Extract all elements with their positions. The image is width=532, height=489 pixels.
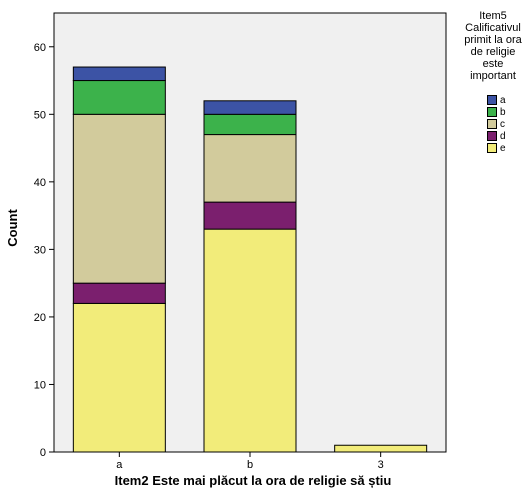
legend-swatch (487, 143, 497, 153)
legend-item-e: e (487, 142, 532, 154)
legend-label: c (500, 118, 505, 130)
legend-title-line: Calificativul (465, 22, 521, 34)
legend-swatch (487, 107, 497, 117)
legend-item-a: a (487, 94, 532, 106)
bar-segment-c (203, 134, 297, 203)
y-tick-label: 60 (34, 42, 46, 54)
legend-label: b (500, 106, 506, 118)
bar-segment-d (72, 282, 166, 304)
bar-segment-e (72, 302, 166, 453)
legend-title-line: Item5 (479, 10, 507, 22)
bar-segment-b (72, 80, 166, 115)
bar-segment-b (203, 113, 297, 136)
legend-item-b: b (487, 106, 532, 118)
legend-item-d: d (487, 130, 532, 142)
y-tick-label: 30 (34, 244, 46, 256)
bar-segment-c (72, 113, 166, 284)
bar-segment-a (72, 66, 166, 82)
y-tick-label: 50 (34, 109, 46, 121)
legend-title-line: important (470, 70, 516, 82)
legend: Item5 Calificativul primit la ora de rel… (454, 10, 532, 154)
y-tick-label: 40 (34, 177, 46, 189)
legend-title-line: de religie (470, 46, 516, 58)
y-tick-label: 0 (40, 447, 46, 459)
x-tick-label: 3 (378, 459, 384, 471)
legend-swatch (487, 131, 497, 141)
legend-title-line: primit la ora (464, 34, 522, 46)
legend-item-c: c (487, 118, 532, 130)
legend-title: Item5 Calificativul primit la ora de rel… (454, 10, 532, 82)
y-tick-label: 10 (34, 379, 46, 391)
x-tick-label: a (116, 459, 123, 471)
legend-swatch (487, 119, 497, 129)
legend-label: d (500, 130, 506, 142)
bar-segment-e (203, 228, 297, 453)
x-tick-label: b (247, 459, 253, 471)
legend-label: e (500, 142, 506, 154)
y-axis-label: Count (5, 209, 20, 247)
legend-swatch (487, 95, 497, 105)
legend-label: a (500, 94, 506, 106)
bar-segment-d (203, 201, 297, 230)
x-axis-label: Item2 Este mai plăcut la ora de religie … (115, 473, 392, 488)
bar-segment-e (334, 444, 428, 453)
bar-segment-a (203, 100, 297, 115)
legend-title-line: este (482, 58, 504, 70)
y-tick-label: 20 (34, 312, 46, 324)
